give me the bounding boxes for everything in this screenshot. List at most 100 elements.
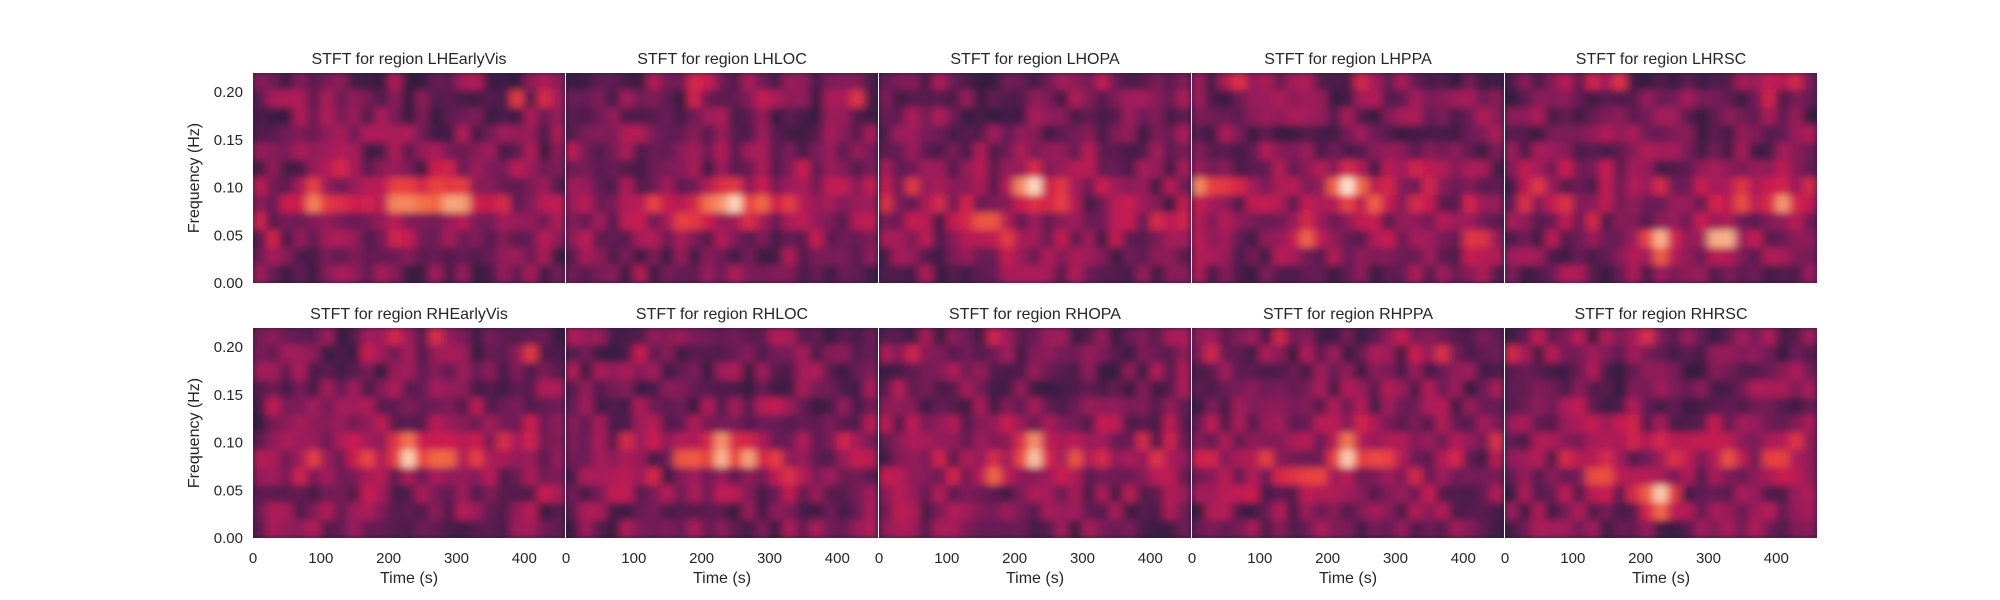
heatmap-cell xyxy=(1489,160,1504,179)
x-tick-label: 200 xyxy=(376,550,401,567)
heatmap-cell xyxy=(1449,160,1464,179)
heatmap-cell xyxy=(973,212,989,231)
heatmap-cell xyxy=(1367,415,1383,434)
heatmap-cell xyxy=(1245,362,1261,381)
heatmap-cell xyxy=(415,177,430,196)
heatmap-cell xyxy=(850,230,865,249)
heatmap-cell xyxy=(1122,73,1138,91)
heatmap-cell xyxy=(1014,432,1029,451)
heatmap-cell xyxy=(796,520,811,538)
heatmap-cell xyxy=(1599,415,1615,434)
heatmap-cell xyxy=(1531,265,1547,283)
heatmap-cell xyxy=(1667,247,1682,266)
heatmap-cell xyxy=(1313,230,1329,249)
heatmap-cell xyxy=(1313,90,1329,109)
heatmap-cell xyxy=(1286,467,1302,486)
heatmap-cell xyxy=(1218,345,1234,364)
heatmap-cell xyxy=(1245,177,1261,196)
heatmap-cell xyxy=(401,328,417,346)
heatmap-cell xyxy=(1462,160,1478,179)
heatmap-cell xyxy=(879,90,894,109)
heatmap-cell xyxy=(646,328,662,346)
heatmap-cell xyxy=(566,328,581,346)
heatmap-cell xyxy=(1381,380,1396,399)
heatmap-cell xyxy=(1245,450,1261,469)
heatmap-cell xyxy=(1518,397,1533,416)
heatmap-cell xyxy=(606,125,621,144)
heatmap-cell xyxy=(1531,177,1547,196)
heatmap-cell xyxy=(1068,520,1083,538)
heatmap-cell xyxy=(1014,345,1029,364)
heatmap-cell xyxy=(687,432,703,451)
heatmap-cell xyxy=(1381,397,1396,416)
heatmap-cell xyxy=(1585,195,1601,214)
heatmap-cell xyxy=(1694,467,1709,486)
heatmap-cell xyxy=(1095,230,1111,249)
heatmap-cell xyxy=(973,107,989,126)
heatmap-cell xyxy=(320,125,335,144)
heatmap-cell xyxy=(714,73,730,91)
heatmap-cell xyxy=(809,177,825,196)
heatmap-cell xyxy=(1680,345,1696,364)
heatmap-cell xyxy=(550,107,565,126)
heatmap-cell xyxy=(442,450,457,469)
heatmap-cell xyxy=(1545,397,1560,416)
heatmap-cell xyxy=(932,195,948,214)
heatmap-cell xyxy=(687,230,703,249)
heatmap-cell xyxy=(1408,520,1424,538)
heatmap-cell xyxy=(1176,107,1191,126)
heatmap-cell xyxy=(1667,380,1682,399)
heatmap-cell xyxy=(1054,107,1070,126)
x-axis-label: Time (s) xyxy=(1632,570,1690,587)
heatmap-cell xyxy=(1626,502,1642,521)
heatmap-cell xyxy=(863,502,878,521)
heatmap-cell xyxy=(1408,177,1424,196)
heatmap-cell xyxy=(1518,265,1533,283)
heatmap-cell xyxy=(1327,328,1342,346)
heatmap-cell xyxy=(333,142,349,161)
heatmap-cell xyxy=(959,107,975,126)
heatmap-cell xyxy=(1505,90,1520,109)
heatmap-cell xyxy=(1748,362,1764,381)
heatmap-cell xyxy=(1449,467,1464,486)
heatmap-cell xyxy=(483,415,498,434)
x-tick-label: 100 xyxy=(1560,550,1585,567)
heatmap-cell xyxy=(1762,230,1777,249)
heatmap-cell xyxy=(863,212,878,231)
heatmap-cell xyxy=(1721,380,1737,399)
heatmap-cell xyxy=(823,432,838,451)
heatmap-cell xyxy=(1558,485,1574,504)
heatmap-cell xyxy=(1340,450,1356,469)
heatmap-cell xyxy=(1435,265,1451,283)
heatmap-cell xyxy=(1041,467,1056,486)
heatmap-cell xyxy=(1613,73,1628,91)
heatmap-cell xyxy=(879,73,894,91)
heatmap-cell xyxy=(1340,142,1356,161)
heatmap-cell xyxy=(809,485,825,504)
heatmap-cell xyxy=(987,160,1002,179)
heatmap-cell xyxy=(428,230,444,249)
heatmap-cell xyxy=(714,380,730,399)
heatmap-area xyxy=(1192,328,1504,538)
heatmap-cell xyxy=(1775,397,1791,416)
heatmap-cell xyxy=(266,160,281,179)
heatmap-cell xyxy=(1531,450,1547,469)
heatmap-cell xyxy=(1572,177,1587,196)
heatmap-cell xyxy=(374,142,390,161)
heatmap-cell xyxy=(1531,90,1547,109)
subplot-title: STFT for region RHLOC xyxy=(636,306,808,323)
heatmap-cell xyxy=(1572,247,1587,266)
heatmap-cell xyxy=(1505,125,1520,144)
heatmap-cell xyxy=(714,328,730,346)
heatmap-cell xyxy=(714,362,730,381)
heatmap-cell xyxy=(946,160,961,179)
heatmap-cell xyxy=(836,502,852,521)
heatmap-cell xyxy=(1081,485,1097,504)
heatmap-cell xyxy=(1205,502,1220,521)
heatmap-cells xyxy=(1192,73,1504,283)
heatmap-cell xyxy=(442,73,457,91)
heatmap-cell xyxy=(1313,177,1329,196)
heatmap-cell xyxy=(1068,265,1083,283)
heatmap-cell xyxy=(1014,107,1029,126)
heatmap-cell xyxy=(566,502,581,521)
